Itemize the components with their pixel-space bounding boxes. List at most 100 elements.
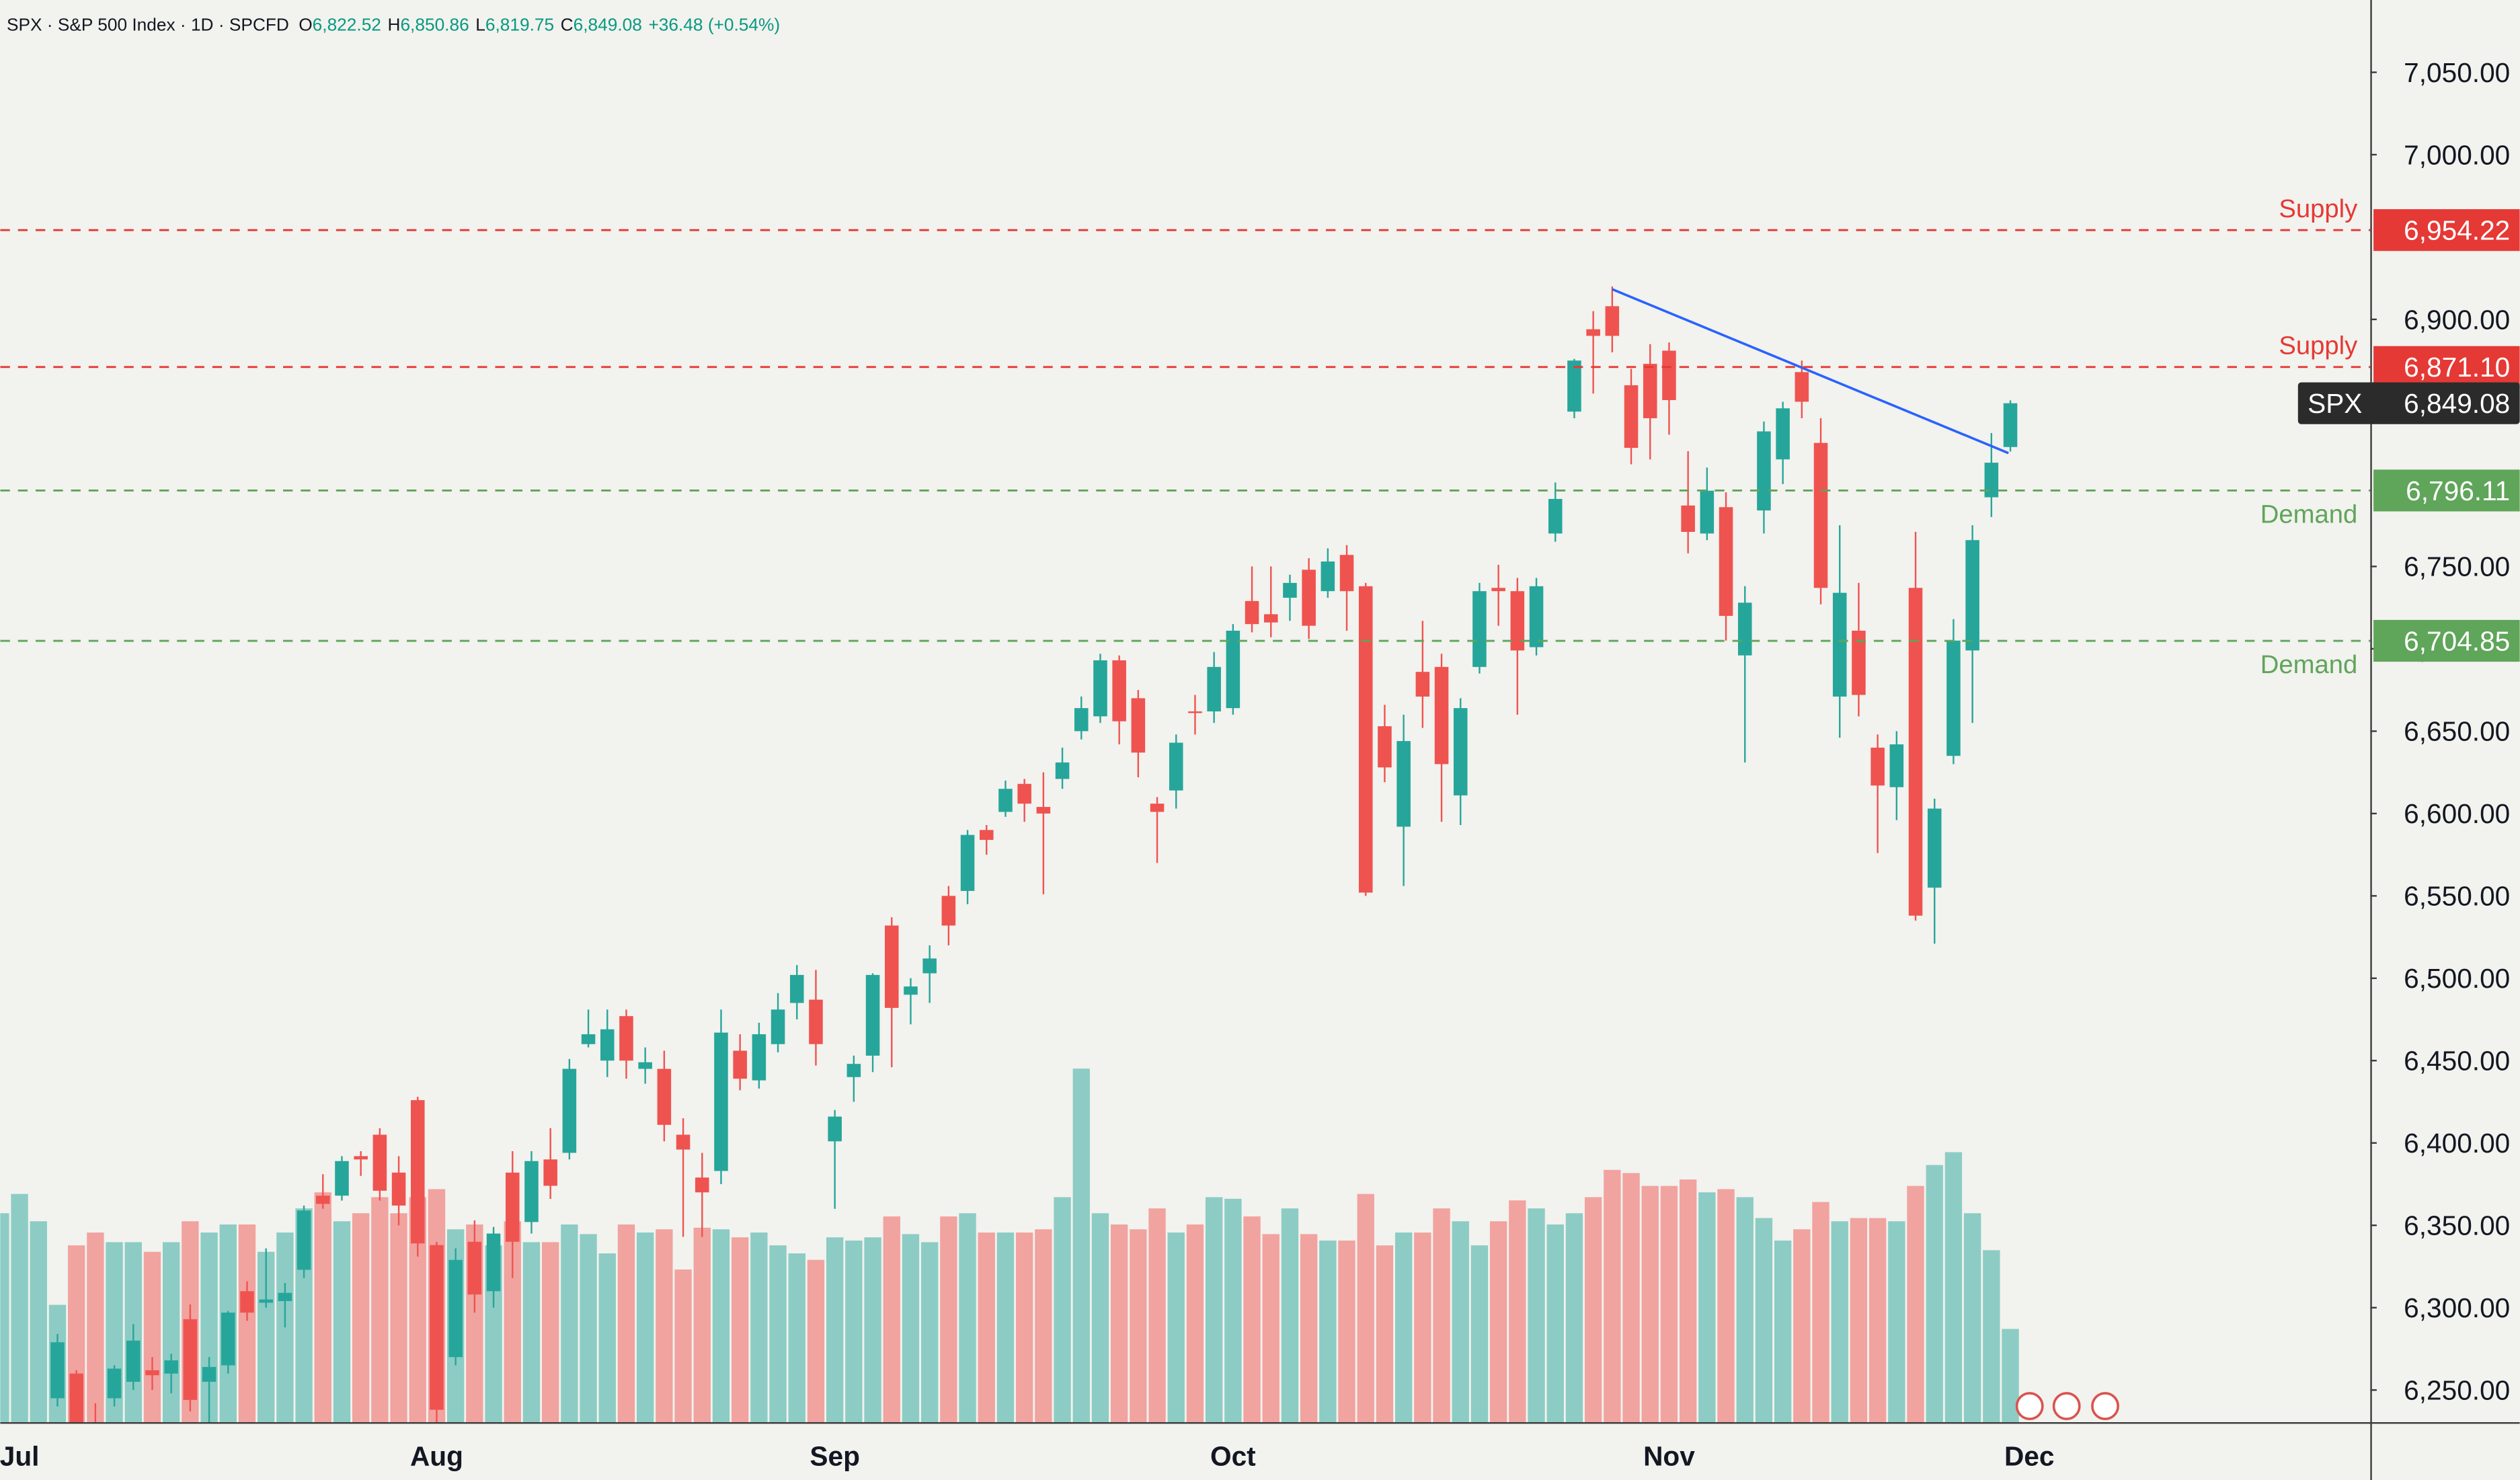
candle-body — [1965, 540, 1979, 651]
volume-bar — [1584, 1197, 1602, 1422]
candle-body — [543, 1159, 557, 1186]
volume-bar — [1565, 1213, 1583, 1422]
x-tick-label: Aug — [410, 1440, 463, 1471]
candle-body — [1207, 666, 1221, 711]
candle-body — [50, 1342, 65, 1399]
volume-bar — [693, 1227, 711, 1422]
volume-bar — [333, 1221, 351, 1422]
ohlc-key: O — [299, 14, 312, 34]
trend-line — [1612, 288, 2009, 455]
candle-body — [1757, 431, 1771, 511]
candle-body — [809, 999, 823, 1044]
candle-body — [2003, 403, 2018, 447]
candle-body — [695, 1177, 709, 1193]
candle-body — [752, 1034, 766, 1081]
candle-body — [1245, 600, 1259, 625]
candle-body — [278, 1292, 292, 1301]
candle-body — [714, 1032, 728, 1171]
volume-bar — [1528, 1208, 1545, 1422]
candle-body — [941, 896, 956, 926]
candle-body — [183, 1319, 198, 1400]
level-tag — [2373, 619, 2520, 662]
level-name: Demand — [2260, 500, 2357, 529]
candle-body — [505, 1172, 520, 1242]
ohlc-key: L — [475, 14, 485, 34]
candle-body — [69, 1373, 83, 1422]
volume-bar — [1755, 1218, 1773, 1422]
candle-body — [1529, 586, 1544, 648]
candle-body — [1605, 306, 1620, 336]
volume-bar — [1376, 1245, 1394, 1422]
candle-body — [335, 1161, 349, 1196]
candle-body — [1852, 630, 1866, 695]
volume-bar — [807, 1259, 825, 1422]
candle-body — [486, 1233, 501, 1292]
candle-body — [1567, 360, 1581, 412]
volume-bar — [522, 1242, 541, 1422]
volume-bar — [598, 1253, 616, 1422]
candle-body — [430, 1245, 444, 1410]
candle-body — [107, 1368, 122, 1399]
volume-bar — [11, 1194, 28, 1422]
volume-bar — [712, 1229, 730, 1422]
volume-bar — [1850, 1218, 1868, 1422]
volume-bar — [1394, 1232, 1413, 1422]
candle-body — [1472, 591, 1487, 667]
volume-bar — [1944, 1152, 1963, 1422]
volume-bar — [1698, 1192, 1716, 1422]
last-price-label: 6,849.08 — [2404, 388, 2510, 419]
candle-body — [1643, 364, 1657, 418]
candle-body — [297, 1210, 311, 1270]
volume-bar — [1262, 1234, 1279, 1422]
candle-body — [619, 1016, 633, 1061]
volume-bar — [1148, 1208, 1166, 1422]
volume-bar — [1679, 1179, 1697, 1422]
volume-bar — [1793, 1229, 1811, 1422]
event-flag[interactable] — [2015, 1392, 2044, 1420]
candle-body — [1776, 408, 1790, 460]
ohlc-value: 6,822.52 — [313, 14, 381, 34]
candle-body — [202, 1366, 216, 1382]
y-tick-label: 6,750.00 — [2404, 551, 2510, 582]
level-tag-label: 6,871.10 — [2404, 352, 2510, 383]
candle-body — [904, 986, 918, 995]
volume-bar — [788, 1253, 805, 1422]
candle-body — [1415, 672, 1430, 697]
candle-body — [1737, 602, 1752, 656]
volume-bar — [769, 1245, 787, 1422]
event-flag[interactable] — [2052, 1392, 2081, 1420]
volume-bar — [920, 1242, 939, 1422]
candle-body — [1700, 490, 1715, 534]
volume-bar — [0, 1213, 9, 1422]
y-tick-label: 6,250.00 — [2404, 1375, 2510, 1406]
volume-bar — [1319, 1240, 1337, 1422]
volume-bar — [1186, 1224, 1204, 1422]
volume-bar — [238, 1224, 256, 1422]
candle-body — [1719, 507, 1733, 616]
volume-bar — [87, 1232, 104, 1422]
candle-body — [1339, 555, 1354, 592]
symbol-name: SPX · S&P 500 Index · 1D · SPCFD — [7, 14, 289, 34]
y-tick-label: 6,600.00 — [2404, 798, 2510, 829]
volume-bar — [1072, 1068, 1090, 1422]
candle-body — [865, 974, 880, 1056]
volume-bar — [1907, 1185, 1924, 1422]
ohlc-value: 6,849.08 — [574, 14, 642, 34]
volume-bar — [542, 1242, 559, 1422]
candle-body — [1795, 372, 1809, 402]
level-tag-label: 6,704.85 — [2404, 625, 2510, 656]
candle-body — [1131, 698, 1146, 753]
event-flag[interactable] — [2091, 1392, 2119, 1420]
volume-bar — [561, 1224, 578, 1422]
volume-bar — [731, 1237, 749, 1422]
volume-bar — [996, 1232, 1015, 1422]
plot-area — [0, 229, 2371, 1422]
volume-bar — [845, 1240, 863, 1422]
volume-bar — [371, 1197, 389, 1422]
candle-body — [1055, 762, 1070, 779]
candle-body — [467, 1241, 482, 1295]
candle-body — [1283, 582, 1297, 598]
volume-bar — [1470, 1245, 1489, 1422]
volume-bar — [1774, 1240, 1792, 1422]
